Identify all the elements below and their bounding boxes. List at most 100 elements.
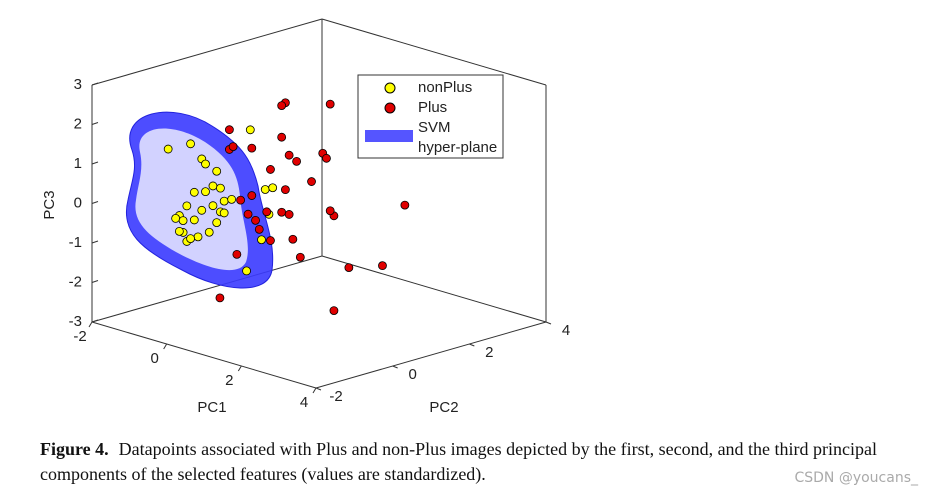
point bbox=[277, 101, 287, 110]
x-tick bbox=[237, 365, 242, 372]
z-tick bbox=[91, 82, 99, 86]
legend-marker bbox=[384, 102, 396, 114]
point bbox=[268, 183, 278, 193]
point bbox=[325, 206, 335, 216]
point bbox=[186, 139, 195, 149]
x-tick-label: -2 bbox=[73, 328, 86, 345]
point bbox=[215, 293, 225, 303]
point bbox=[228, 142, 238, 152]
x-tick-label: 4 bbox=[300, 394, 308, 411]
point bbox=[232, 249, 242, 259]
point bbox=[400, 200, 410, 210]
point bbox=[208, 181, 218, 191]
z-tick-label: 3 bbox=[74, 76, 82, 93]
point bbox=[171, 213, 181, 223]
point bbox=[204, 227, 214, 237]
point bbox=[378, 261, 387, 271]
point bbox=[242, 266, 251, 276]
point bbox=[219, 208, 229, 218]
watermark: CSDN @youcans_ bbox=[794, 470, 918, 486]
point bbox=[216, 183, 225, 193]
point bbox=[227, 194, 237, 204]
point bbox=[307, 177, 316, 186]
y-tick-label: -2 bbox=[329, 388, 342, 405]
y-tick bbox=[545, 321, 552, 325]
x-tick bbox=[88, 321, 93, 328]
point bbox=[277, 207, 287, 217]
chart: PC1 PC2 PC3 nonPlus Plus SVM hyper-plane… bbox=[41, 18, 570, 416]
legend-box bbox=[357, 74, 504, 159]
point bbox=[243, 209, 253, 219]
legend-label: SVM bbox=[418, 119, 451, 136]
z-tick-label: 1 bbox=[74, 155, 82, 172]
point bbox=[193, 232, 203, 242]
legend-label: nonPlus bbox=[418, 79, 472, 96]
z-axis-label: PC3 bbox=[41, 190, 58, 219]
legend-label: Plus bbox=[418, 99, 447, 116]
legend-label: hyper-plane bbox=[418, 139, 497, 156]
point bbox=[219, 196, 229, 206]
point bbox=[266, 165, 275, 174]
legend-marker bbox=[384, 82, 396, 94]
point bbox=[284, 150, 294, 160]
svm-surface bbox=[126, 111, 274, 289]
x-tick-label: 0 bbox=[150, 350, 158, 367]
point bbox=[212, 166, 222, 176]
point bbox=[288, 234, 298, 244]
y-tick-label: 0 bbox=[408, 366, 416, 383]
z-tick-label: 2 bbox=[74, 115, 82, 132]
y-tick-label: 2 bbox=[485, 344, 493, 361]
point bbox=[189, 187, 199, 197]
point bbox=[182, 201, 192, 211]
y-tick bbox=[392, 365, 398, 369]
point bbox=[280, 185, 290, 195]
point bbox=[178, 216, 188, 226]
y-tick bbox=[315, 387, 322, 391]
point bbox=[325, 99, 335, 109]
point bbox=[245, 125, 255, 135]
point bbox=[344, 263, 354, 273]
z-tick bbox=[91, 161, 99, 165]
legend-swatch bbox=[365, 130, 413, 142]
point bbox=[163, 144, 173, 154]
z-tick-label: -3 bbox=[69, 313, 82, 330]
point bbox=[189, 215, 199, 225]
caption-text: Datapoints associated with Plus and non-… bbox=[40, 439, 878, 484]
z-tick bbox=[91, 280, 99, 283]
point bbox=[201, 187, 210, 197]
point bbox=[186, 234, 195, 244]
point bbox=[284, 210, 294, 219]
point bbox=[266, 236, 275, 245]
point bbox=[277, 132, 287, 142]
point bbox=[174, 226, 184, 236]
x-tick-label: 2 bbox=[225, 372, 233, 389]
y-axis-label: PC2 bbox=[429, 399, 458, 416]
point bbox=[236, 195, 246, 205]
y-tick bbox=[469, 343, 475, 347]
caption: Figure 4. Datapoints associated with Plus… bbox=[40, 437, 920, 487]
point bbox=[212, 218, 222, 228]
point bbox=[224, 125, 234, 135]
marks bbox=[163, 98, 410, 316]
z-tick bbox=[91, 319, 99, 323]
z-tick bbox=[91, 122, 99, 125]
x-tick bbox=[312, 387, 317, 394]
point bbox=[197, 205, 207, 215]
z-tick-label: -2 bbox=[69, 273, 82, 290]
point bbox=[295, 252, 305, 262]
x-tick bbox=[163, 343, 168, 350]
y-tick-label: 4 bbox=[562, 322, 570, 339]
point bbox=[251, 215, 260, 225]
point bbox=[247, 143, 257, 153]
point bbox=[201, 159, 210, 169]
point bbox=[254, 224, 264, 234]
z-tick-label: -1 bbox=[69, 234, 82, 251]
point bbox=[322, 153, 331, 163]
legend: nonPlus Plus SVM hyper-plane bbox=[357, 74, 504, 159]
point bbox=[292, 156, 302, 166]
z-tick bbox=[91, 201, 99, 204]
point bbox=[262, 207, 272, 217]
caption-label: Figure 4. bbox=[40, 439, 109, 459]
point bbox=[208, 201, 218, 211]
